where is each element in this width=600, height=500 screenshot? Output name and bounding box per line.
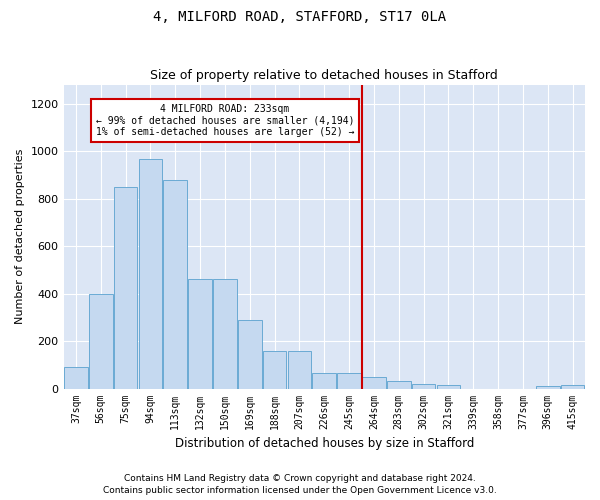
Text: 4 MILFORD ROAD: 233sqm
← 99% of detached houses are smaller (4,194)
1% of semi-d: 4 MILFORD ROAD: 233sqm ← 99% of detached… (95, 104, 354, 137)
Bar (238, 320, 262, 388)
Bar (387, 382, 410, 388)
Bar (362, 376, 386, 388)
Bar (561, 385, 584, 388)
Bar (163, 180, 187, 388)
Bar (89, 294, 113, 388)
Bar (412, 384, 436, 388)
Bar (114, 186, 137, 388)
Bar (188, 280, 212, 388)
Text: 4, MILFORD ROAD, STAFFORD, ST17 0LA: 4, MILFORD ROAD, STAFFORD, ST17 0LA (154, 10, 446, 24)
Bar (337, 373, 361, 388)
Bar (213, 280, 237, 388)
Bar (313, 373, 336, 388)
Bar (536, 386, 560, 388)
Title: Size of property relative to detached houses in Stafford: Size of property relative to detached ho… (151, 69, 498, 82)
Bar (263, 350, 286, 389)
Bar (139, 160, 162, 388)
Bar (437, 385, 460, 388)
Bar (287, 350, 311, 389)
Text: Contains HM Land Registry data © Crown copyright and database right 2024.
Contai: Contains HM Land Registry data © Crown c… (103, 474, 497, 495)
Y-axis label: Number of detached properties: Number of detached properties (15, 149, 25, 324)
Bar (64, 367, 88, 388)
X-axis label: Distribution of detached houses by size in Stafford: Distribution of detached houses by size … (175, 437, 474, 450)
